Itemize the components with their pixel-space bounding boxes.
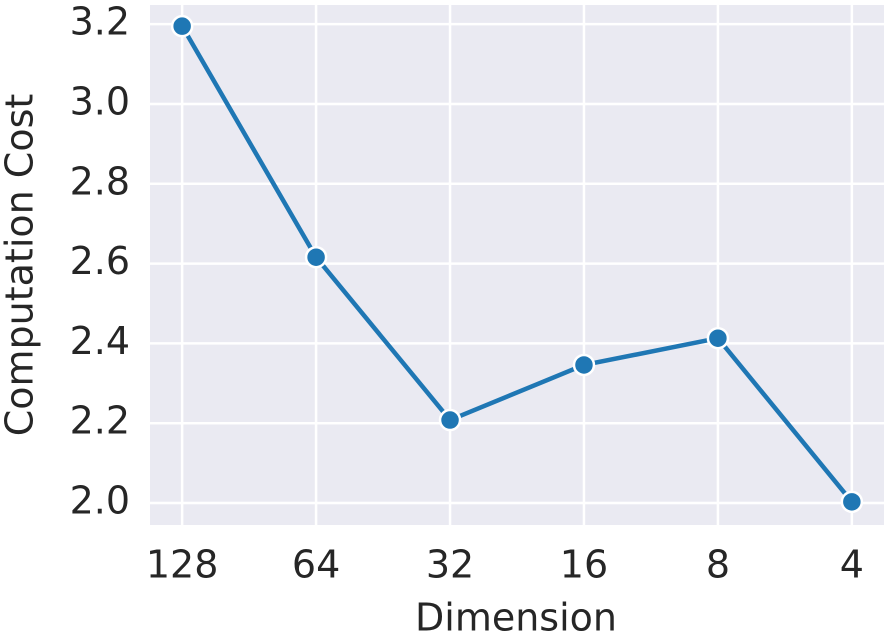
y-axis-title: Computation Cost	[0, 94, 42, 437]
data-point	[170, 14, 194, 38]
x-tick-label: 64	[292, 543, 340, 587]
y-tick-label: 3.2	[70, 0, 130, 44]
x-tick-label: 8	[706, 543, 730, 587]
y-tick-label: 2.4	[70, 319, 130, 363]
x-tick-label: 4	[840, 543, 864, 587]
plot-area	[150, 5, 884, 525]
data-point	[438, 408, 462, 432]
data-point	[706, 326, 730, 350]
y-tick-label: 2.6	[70, 239, 130, 283]
x-tick-label: 128	[146, 543, 219, 587]
x-tick-label: 32	[426, 543, 474, 587]
y-tick-label: 2.8	[70, 159, 130, 203]
y-tick-label: 3.0	[70, 79, 130, 123]
data-point	[572, 353, 596, 377]
data-point	[304, 245, 328, 269]
x-axis-title: Dimension	[415, 596, 617, 639]
y-tick-label: 2.0	[70, 479, 130, 523]
data-line	[180, 25, 854, 504]
data-point	[840, 490, 864, 514]
y-tick-label: 2.2	[70, 399, 130, 443]
x-tick-label: 16	[560, 543, 608, 587]
